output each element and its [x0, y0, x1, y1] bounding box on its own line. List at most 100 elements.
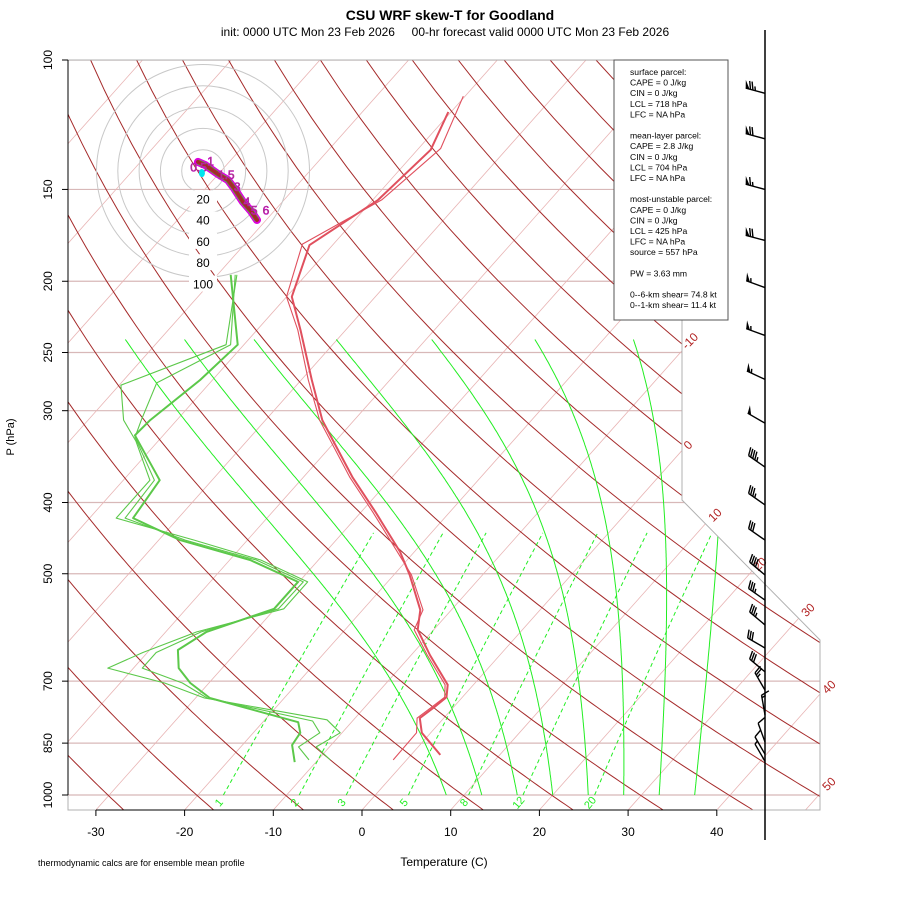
dry-adiabat-line — [299, 60, 820, 810]
chart-subtitle: init: 0000 UTC Mon 23 Feb 2026 00-hr for… — [221, 25, 670, 39]
parcel-info-line: surface parcel: — [630, 67, 686, 77]
wind-barb-shaft — [748, 588, 766, 601]
dry-adiabat-line — [68, 60, 219, 810]
wind-barb — [749, 553, 766, 576]
isotherm-line — [269, 60, 820, 810]
parcel-info-line: LFC = NA hPa — [630, 109, 685, 119]
isotherm-line — [891, 0, 900, 814]
wind-barb-feather — [751, 228, 754, 238]
wind-barb-feather — [751, 81, 754, 91]
wind-barb-shaft — [748, 528, 766, 541]
hodograph-ring-label: 100 — [193, 278, 213, 292]
mixing-ratio-line — [345, 532, 487, 796]
hodograph-ring-label: 40 — [196, 214, 210, 228]
wind-barb-feather — [748, 126, 752, 135]
wind-barb — [754, 740, 766, 762]
profiles — [107, 95, 464, 763]
wind-barb-shaft — [746, 370, 766, 381]
wind-barb-pennant — [745, 176, 750, 186]
wind-barb-feather — [752, 583, 756, 592]
wind-barb-feather — [749, 630, 752, 640]
wind-barb-shaft — [757, 722, 766, 743]
footnote: thermodynamic calcs are for ensemble mea… — [38, 858, 245, 868]
mixing-ratio-line — [468, 532, 599, 796]
isotherm-line — [68, 60, 473, 810]
chart-title: CSU WRF skew-T for Goodland — [346, 7, 554, 23]
y-tick-label: 200 — [41, 271, 55, 291]
dry-adiabat-line — [68, 60, 760, 810]
isotherm-line — [535, 60, 820, 810]
parcel-info-line: LFC = NA hPa — [630, 173, 685, 183]
x-tick-label: 10 — [444, 825, 458, 839]
wind-barb-shaft — [748, 455, 766, 468]
wind-barb — [749, 603, 766, 626]
hodograph-line — [196, 159, 259, 222]
parcel-info-line: 0--6-km shear= 74.8 kt — [630, 290, 717, 300]
isotherm-line — [181, 60, 820, 810]
wind-barb-feather — [750, 652, 756, 661]
parcel-info-line: CIN = 0 J/kg — [630, 88, 678, 98]
y-tick-label: 1000 — [41, 781, 55, 808]
hodograph-height-label: 5 — [251, 203, 258, 217]
wind-barb-feather — [754, 665, 761, 674]
parcel-info-line: source = 557 hPa — [630, 247, 698, 257]
dry-adiabat-line — [744, 60, 820, 810]
parcel-info-line: CIN = 0 J/kg — [630, 215, 678, 225]
wind-barb-half-feather — [754, 493, 757, 498]
wind-barb — [746, 629, 766, 649]
wind-barb-shaft — [745, 183, 766, 191]
wind-barb — [745, 176, 766, 191]
y-tick-label: 300 — [41, 400, 55, 420]
wind-barb-pennant — [745, 227, 750, 237]
hodograph-height-label: 4 — [243, 195, 250, 209]
hodograph-height-label: 3 — [234, 180, 241, 194]
wind-barb-pennant — [746, 320, 750, 330]
moist-adiabat-line — [335, 339, 554, 796]
wind-barb-feather — [750, 605, 756, 614]
mixing-ratio-label: 5 — [398, 797, 411, 809]
wind-barb-pennant — [745, 125, 750, 135]
wind-barb-shaft — [749, 561, 766, 576]
wind-barb-shaft — [748, 492, 766, 506]
wind-barb-feather — [752, 557, 758, 566]
parcel-info-line: LCL = 718 hPa — [630, 99, 687, 109]
dry-adiabat-line — [254, 60, 820, 810]
y-tick-label: 700 — [41, 671, 55, 691]
isotherm-line — [68, 60, 561, 810]
wind-barb-shaft — [745, 234, 766, 242]
mixing-ratio-line — [407, 532, 544, 796]
hodograph-height-label: 1 — [207, 154, 214, 168]
wind-barb-pennant — [746, 272, 750, 283]
dry-adiabat-line — [68, 60, 489, 810]
isotherm-line — [713, 60, 820, 810]
isotherm-line — [624, 60, 820, 810]
mixing-ratio-line — [222, 532, 374, 796]
x-tick-label: -20 — [176, 825, 194, 839]
wind-barb-pennant — [747, 405, 752, 416]
wind-barb — [745, 272, 766, 289]
parcel-info-line: most-unstable parcel: — [630, 194, 712, 204]
parcel-info-line: LFC = NA hPa — [630, 237, 685, 247]
y-axis-label: P (hPa) — [5, 418, 17, 455]
dry-adiabat-line — [209, 60, 820, 810]
hodograph-ring-label: 80 — [196, 256, 210, 270]
isotherm-line — [68, 60, 207, 810]
y-tick-label: 250 — [41, 342, 55, 362]
parcel-info-line: CAPE = 2.8 J/kg — [630, 141, 694, 151]
wind-barb — [745, 320, 766, 337]
wind-barb-half-feather — [761, 694, 766, 699]
wind-barb-feather — [747, 447, 752, 456]
wind-barb-pennant — [745, 79, 750, 90]
isotherm-label: 0 — [681, 437, 696, 452]
wind-barb-shaft — [754, 672, 766, 691]
wind-barb-half-feather — [754, 740, 759, 745]
mixing-ratio-line — [594, 532, 713, 796]
wind-barb — [760, 690, 770, 715]
wind-barb-feather — [748, 80, 752, 90]
wind-barb-half-feather — [756, 673, 761, 678]
wind-barb-half-feather — [754, 588, 757, 594]
hodograph-height-label: 6 — [263, 203, 270, 217]
isotherm-line — [68, 60, 384, 810]
moist-adiabat-line — [431, 339, 589, 795]
